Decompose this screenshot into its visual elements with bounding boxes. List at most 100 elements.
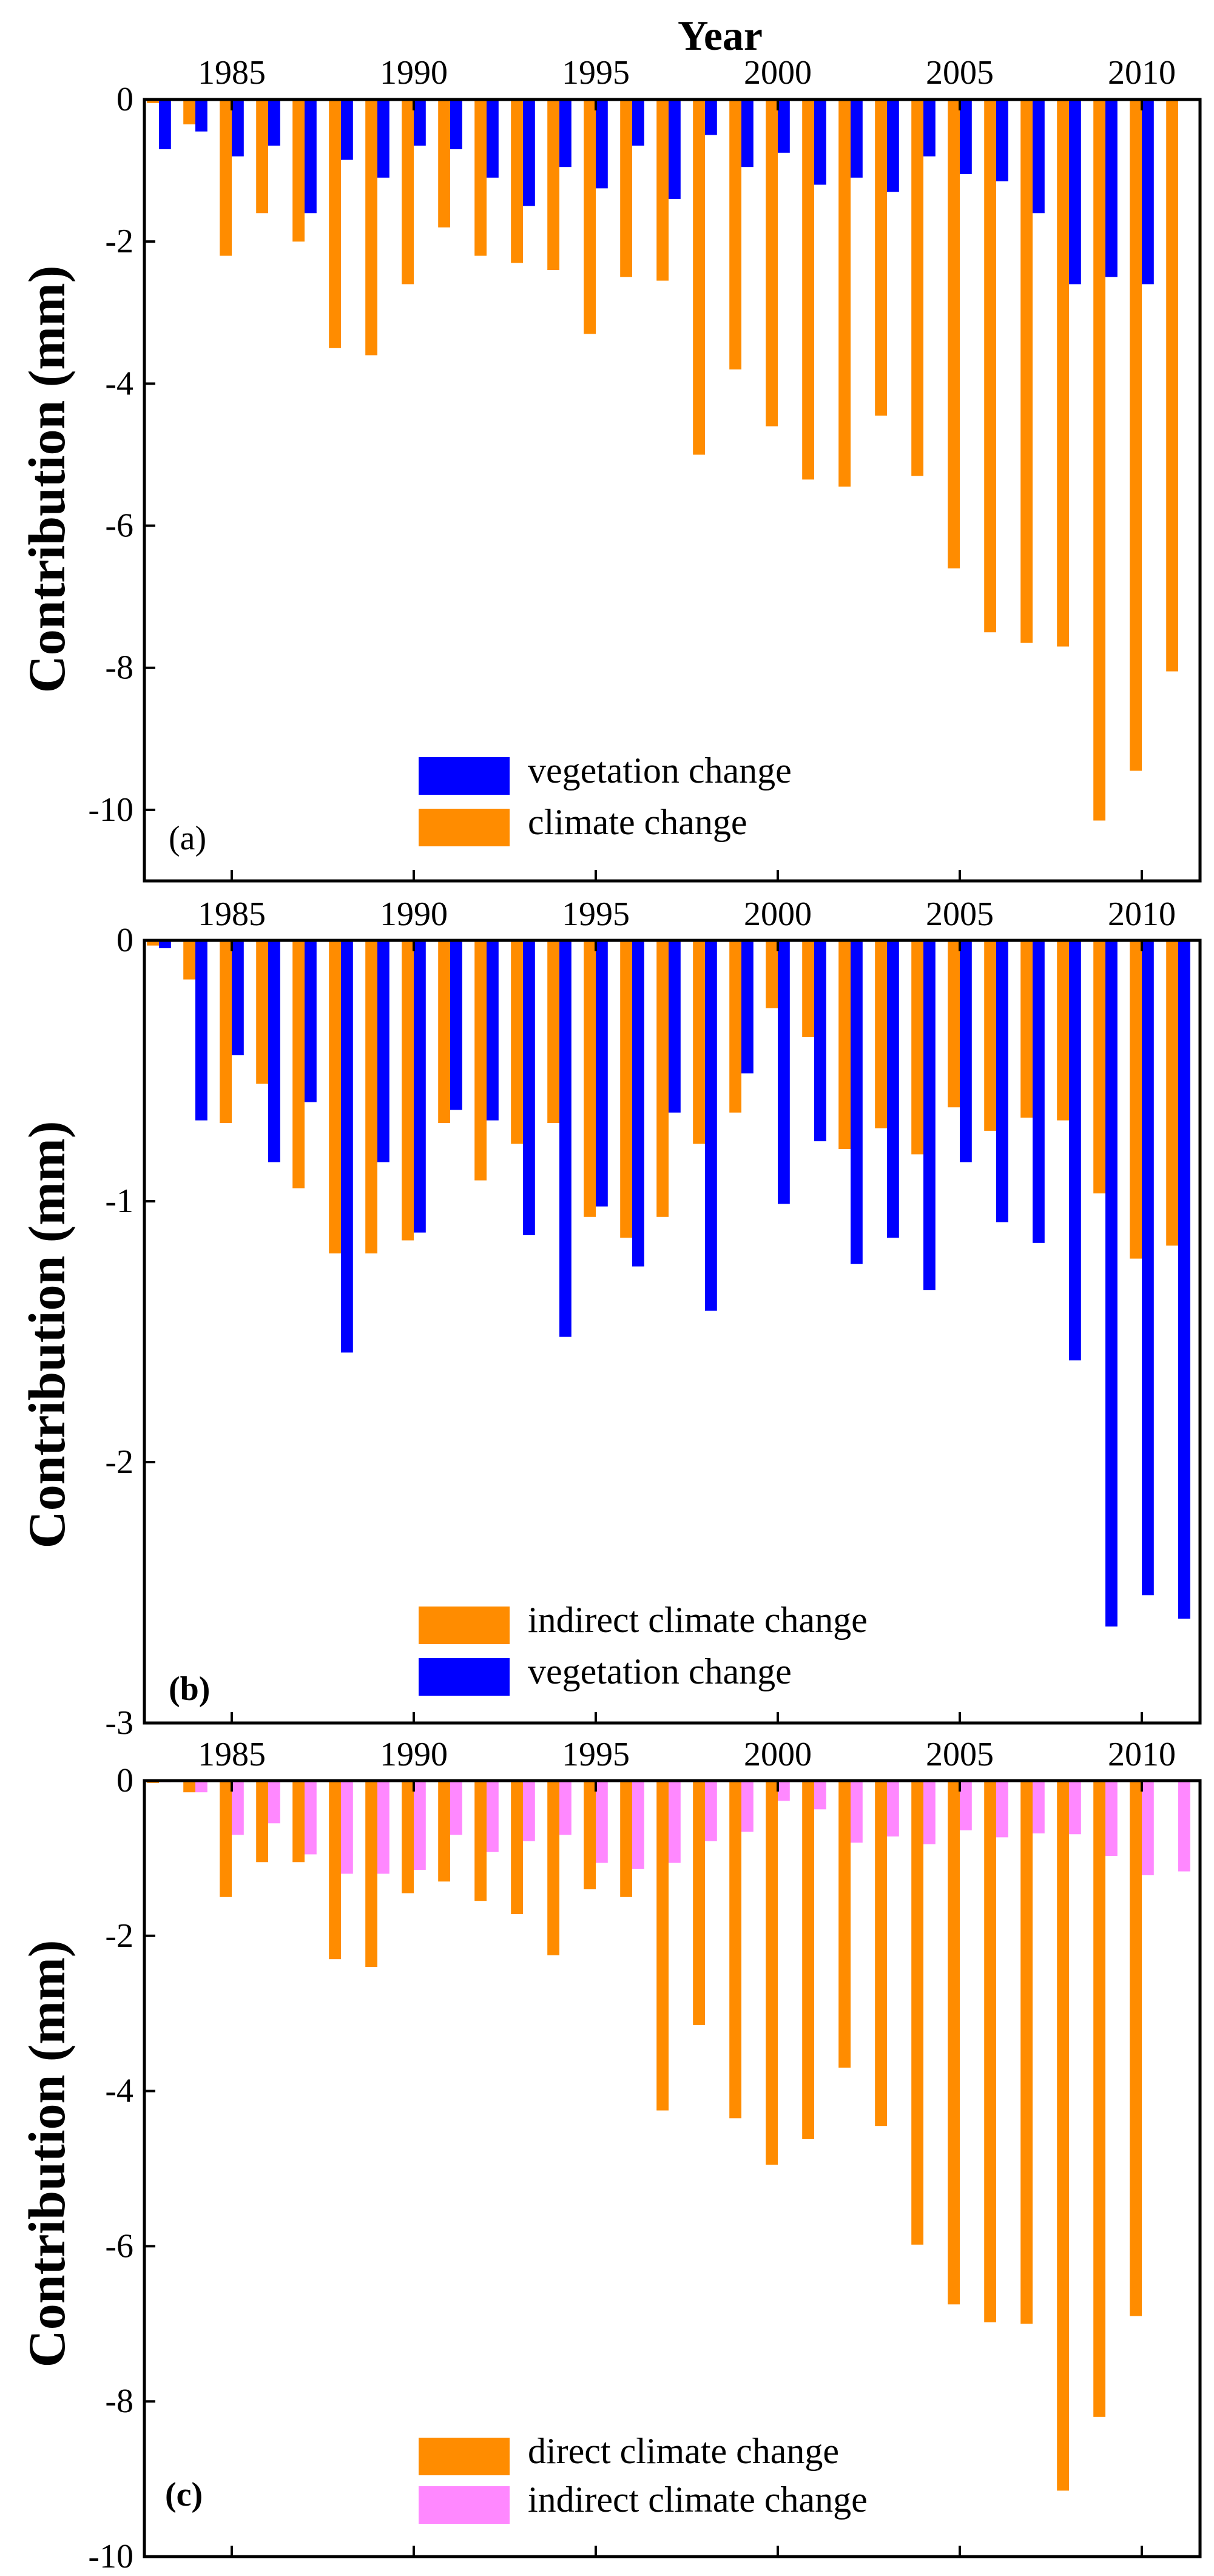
bar-vegetation-change-1994 <box>559 99 572 167</box>
bar-climate-change-1984 <box>183 99 195 124</box>
bar-vegetation-change-1997 <box>669 99 681 199</box>
bar-indirect-climate-change-1990 <box>414 1781 426 1870</box>
panel-label-b: (b) <box>169 1670 210 1708</box>
y-tick-label: -2 <box>105 223 133 260</box>
x-tick-label: 2000 <box>744 54 812 92</box>
bar-direct-climate-change-1986 <box>256 1781 268 1863</box>
x-axis-title: Year <box>678 13 763 59</box>
bar-vegetation-change-2001 <box>814 99 826 185</box>
x-tick-label: 2010 <box>1108 54 1176 92</box>
bar-vegetation-change-1993 <box>523 940 535 1235</box>
bar-climate-change-1997 <box>656 99 669 281</box>
x-tick-label: 2000 <box>744 895 812 933</box>
bar-vegetation-change-2001 <box>814 940 826 1142</box>
bar-vegetation-change-1984 <box>195 99 207 132</box>
bar-climate-change-2001 <box>802 99 814 480</box>
x-tick-label: 2005 <box>926 1736 994 1773</box>
x-tick-label: 1995 <box>562 1736 630 1773</box>
bar-vegetation-change-1986 <box>268 940 280 1162</box>
y-tick-label: -8 <box>105 2382 133 2420</box>
bar-direct-climate-change-2003 <box>875 1781 887 2126</box>
bar-direct-climate-change-2010 <box>1130 1781 1142 2316</box>
bar-indirect-climate-change-2006 <box>984 940 996 1131</box>
bar-climate-change-2007 <box>1020 99 1033 643</box>
panel-a: Year Contribution (mm) (a) 0 -2 -4 -6 -8 -10 1… <box>18 13 1202 883</box>
bar-vegetation-change-2002 <box>851 940 863 1264</box>
bar-indirect-climate-change-1992 <box>474 940 487 1181</box>
panel-c: Contribution (mm) (c) 0 -2 -4 -6 -8 -10 1985 19… <box>18 1736 1202 2575</box>
bar-indirect-climate-change-1984 <box>195 1781 207 1793</box>
x-tick-label: 1995 <box>562 54 630 92</box>
bar-vegetation-change-1999 <box>741 99 754 167</box>
bar-climate-change-1985 <box>220 99 232 256</box>
y-tick-label: -10 <box>88 791 133 829</box>
bar-vegetation-change-2006 <box>996 940 1008 1222</box>
bar-indirect-climate-change-2001 <box>802 940 814 1037</box>
bar-indirect-climate-change-1994 <box>559 1781 572 1835</box>
bar-indirect-climate-change-2005 <box>948 940 960 1108</box>
bar-direct-climate-change-2006 <box>984 1781 996 2322</box>
bar-indirect-climate-change-2009 <box>1093 940 1105 1194</box>
bar-vegetation-change-1995 <box>596 940 608 1207</box>
bar-indirect-climate-change-2005 <box>960 1781 972 1830</box>
bar-climate-change-2005 <box>948 99 960 568</box>
bar-indirect-climate-change-1999 <box>741 1781 754 1832</box>
x-tick-label: 1990 <box>380 895 448 933</box>
legend-swatch <box>419 809 510 846</box>
bar-climate-change-2010 <box>1130 99 1142 771</box>
bar-indirect-climate-change-2003 <box>875 940 887 1128</box>
bar-vegetation-change-2003 <box>887 99 899 192</box>
bar-indirect-climate-change-1985 <box>220 940 232 1123</box>
bar-climate-change-2011 <box>1166 99 1178 672</box>
bar-vegetation-change-1993 <box>523 99 535 206</box>
bar-vegetation-change-2003 <box>887 940 899 1238</box>
bar-indirect-climate-change-1992 <box>487 1781 499 1852</box>
bar-vegetation-change-2008 <box>1069 940 1081 1361</box>
bar-climate-change-2009 <box>1093 99 1105 821</box>
x-tick-label: 2005 <box>926 54 994 92</box>
bar-indirect-climate-change-1987 <box>305 1781 317 1855</box>
bar-indirect-climate-change-1983 <box>147 940 159 946</box>
bar-vegetation-change-1989 <box>377 940 389 1162</box>
bar-vegetation-change-1998 <box>705 99 717 135</box>
y-axis-label-b: Contribution (mm) <box>18 1121 76 1549</box>
bar-indirect-climate-change-1997 <box>656 940 669 1217</box>
bar-direct-climate-change-2002 <box>838 1781 851 2068</box>
bar-indirect-climate-change-1984 <box>183 940 195 980</box>
bar-vegetation-change-1990 <box>414 99 426 146</box>
bar-indirect-climate-change-2008 <box>1069 1781 1081 1835</box>
bar-vegetation-change-1983 <box>159 940 171 948</box>
bar-indirect-climate-change-2011 <box>1166 940 1178 1246</box>
y-axis-label-c: Contribution (mm) <box>18 1940 76 2368</box>
bar-vegetation-change-1984 <box>195 940 207 1121</box>
y-tick-label: -2 <box>105 1443 133 1481</box>
bar-direct-climate-change-2008 <box>1057 1781 1069 2491</box>
bar-indirect-climate-change-1987 <box>292 940 305 1189</box>
bar-climate-change-1998 <box>693 99 705 455</box>
bar-vegetation-change-1990 <box>414 940 426 1233</box>
bar-indirect-climate-change-2004 <box>923 1781 936 1844</box>
bar-vegetation-change-2005 <box>960 940 972 1162</box>
x-tick-label: 2000 <box>744 1736 812 1773</box>
bar-indirect-climate-change-1998 <box>705 1781 717 1841</box>
x-tick-label: 1995 <box>562 895 630 933</box>
bar-indirect-climate-change-1996 <box>632 1781 644 1869</box>
legend-swatch <box>419 757 510 795</box>
bar-vegetation-change-2007 <box>1033 940 1045 1243</box>
legend-swatch <box>419 2486 510 2524</box>
bar-direct-climate-change-2009 <box>1093 1781 1105 2417</box>
bar-direct-climate-change-1991 <box>438 1781 450 1882</box>
bar-climate-change-1992 <box>474 99 487 256</box>
bar-indirect-climate-change-2001 <box>814 1781 826 1810</box>
bar-indirect-climate-change-2010 <box>1130 940 1142 1259</box>
plot-frame <box>143 939 1202 1725</box>
bar-indirect-climate-change-1995 <box>596 1781 608 1863</box>
legend-label: indirect climate change <box>528 2480 868 2520</box>
bar-vegetation-change-1996 <box>632 940 644 1267</box>
bar-vegetation-change-1992 <box>487 99 499 178</box>
bar-direct-climate-change-1984 <box>183 1781 195 1793</box>
bar-vegetation-change-1995 <box>596 99 608 189</box>
bar-vegetation-change-1986 <box>268 99 280 146</box>
bar-direct-climate-change-1985 <box>220 1781 232 1897</box>
bar-climate-change-2008 <box>1057 99 1069 647</box>
